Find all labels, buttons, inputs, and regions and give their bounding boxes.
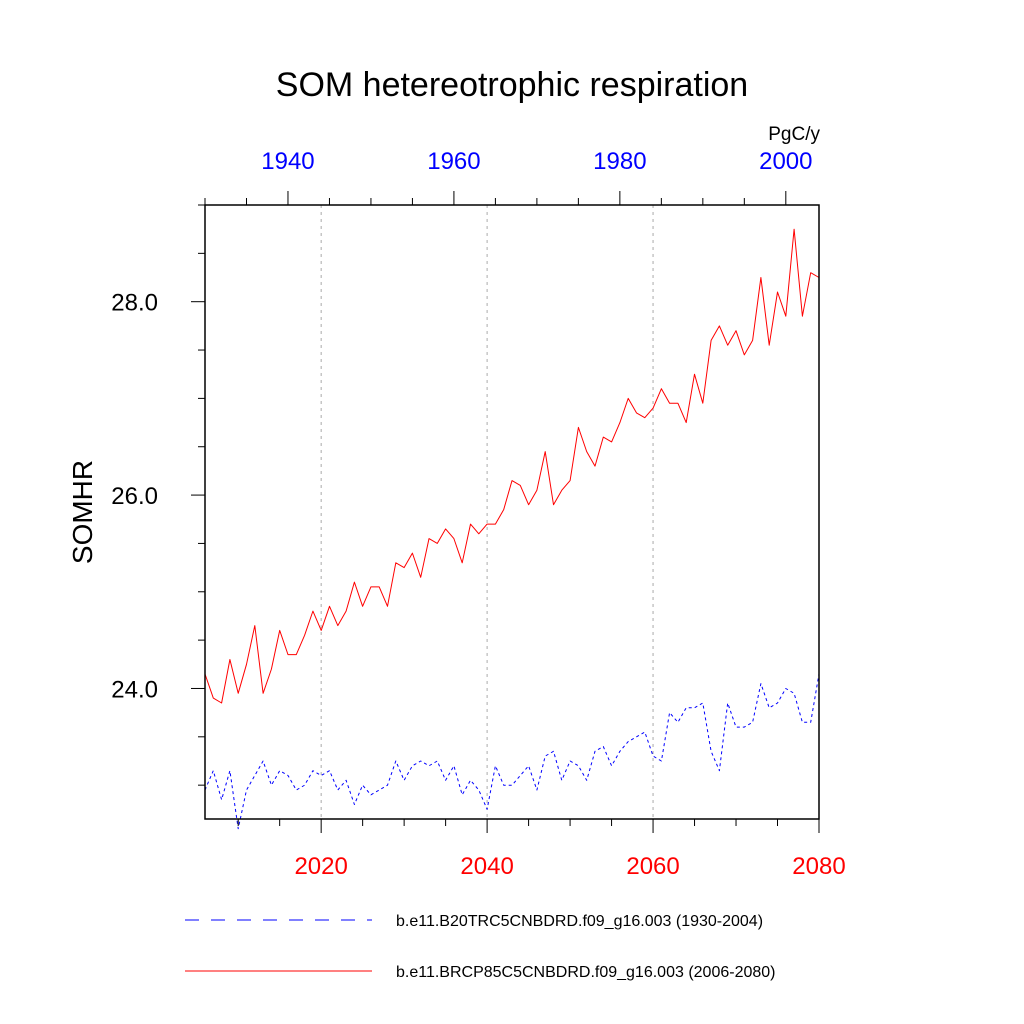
series-line-historical	[204, 673, 820, 830]
legend-label-rcp85: b.e11.BRCP85C5CNBDRD.f09_g16.003 (2006-2…	[396, 964, 775, 981]
bottom-axis-tick-label: 2040	[460, 853, 513, 880]
plot-frame	[204, 204, 820, 820]
top-axis-tick-label: 1980	[593, 148, 646, 175]
bottom-axis-tick-label: 2020	[294, 853, 347, 880]
axis-ticks	[191, 191, 820, 833]
legend: b.e11.B20TRC5CNBDRD.f09_g16.003 (1930-20…	[185, 913, 775, 981]
top-axis-tick-label: 1940	[261, 148, 314, 175]
units-label: PgC/y	[768, 124, 820, 145]
top-axis-tick-label: 1960	[427, 148, 480, 175]
series-line-rcp85	[204, 228, 820, 704]
bottom-axis-tick-label: 2080	[792, 853, 845, 880]
series-layer	[204, 228, 820, 830]
y-axis-tick-label: 24.0	[111, 676, 158, 703]
chart-title: SOM hetereotrophic respiration	[276, 66, 748, 104]
top-axis-tick-label: 2000	[759, 148, 812, 175]
y-axis-tick-label: 26.0	[111, 483, 158, 510]
legend-label-historical: b.e11.B20TRC5CNBDRD.f09_g16.003 (1930-20…	[396, 913, 763, 930]
y-axis-label: SOMHR	[67, 460, 98, 564]
bottom-axis-tick-label: 2060	[626, 853, 679, 880]
grid-lines	[320, 205, 654, 819]
y-axis-tick-label: 28.0	[111, 290, 158, 317]
axis-tick-labels: 2020 2040 2060 2080 1940 1960 1980 2000 24.0 26.0…	[111, 148, 845, 880]
